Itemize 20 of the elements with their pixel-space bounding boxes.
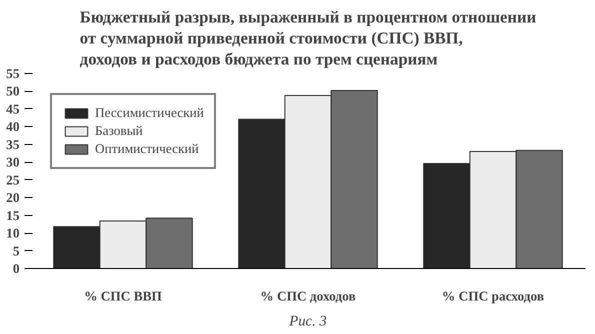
- legend-label: Оптимистический: [95, 141, 199, 157]
- y-tick-label: 25: [6, 172, 20, 188]
- y-tick-label: 20: [6, 190, 20, 206]
- x-tick-label: % СПС расходов: [442, 288, 544, 304]
- y-tick-label: 45: [6, 101, 20, 116]
- y-tick-label: 50: [6, 84, 20, 99]
- y-tick-label: 35: [6, 136, 20, 152]
- chart-title: Бюджетный разрыв, выраженный в процентном отношении от суммарной приведенной стоимости (СПС) ВВП, доходов и расходов бюджета по трем сценариям: [80, 8, 537, 68]
- text: Рис. 3: [288, 314, 327, 330]
- y-tick-label: 40: [6, 119, 20, 134]
- x-tick-label: % СПС ВВП: [84, 288, 163, 304]
- y-tick-label: 15: [6, 208, 20, 223]
- y-tick-label: 55: [6, 66, 20, 81]
- y-tick-label: 0: [12, 261, 20, 276]
- y-tick-label: 5: [12, 243, 20, 258]
- legend-label: Пессимистический: [95, 105, 204, 121]
- x-tick-label: % СПС доходов: [260, 288, 356, 304]
- legend-label: Базовый: [95, 123, 143, 139]
- y-tick-label: 10: [6, 226, 20, 241]
- y-tick-label: 30: [6, 154, 20, 170]
